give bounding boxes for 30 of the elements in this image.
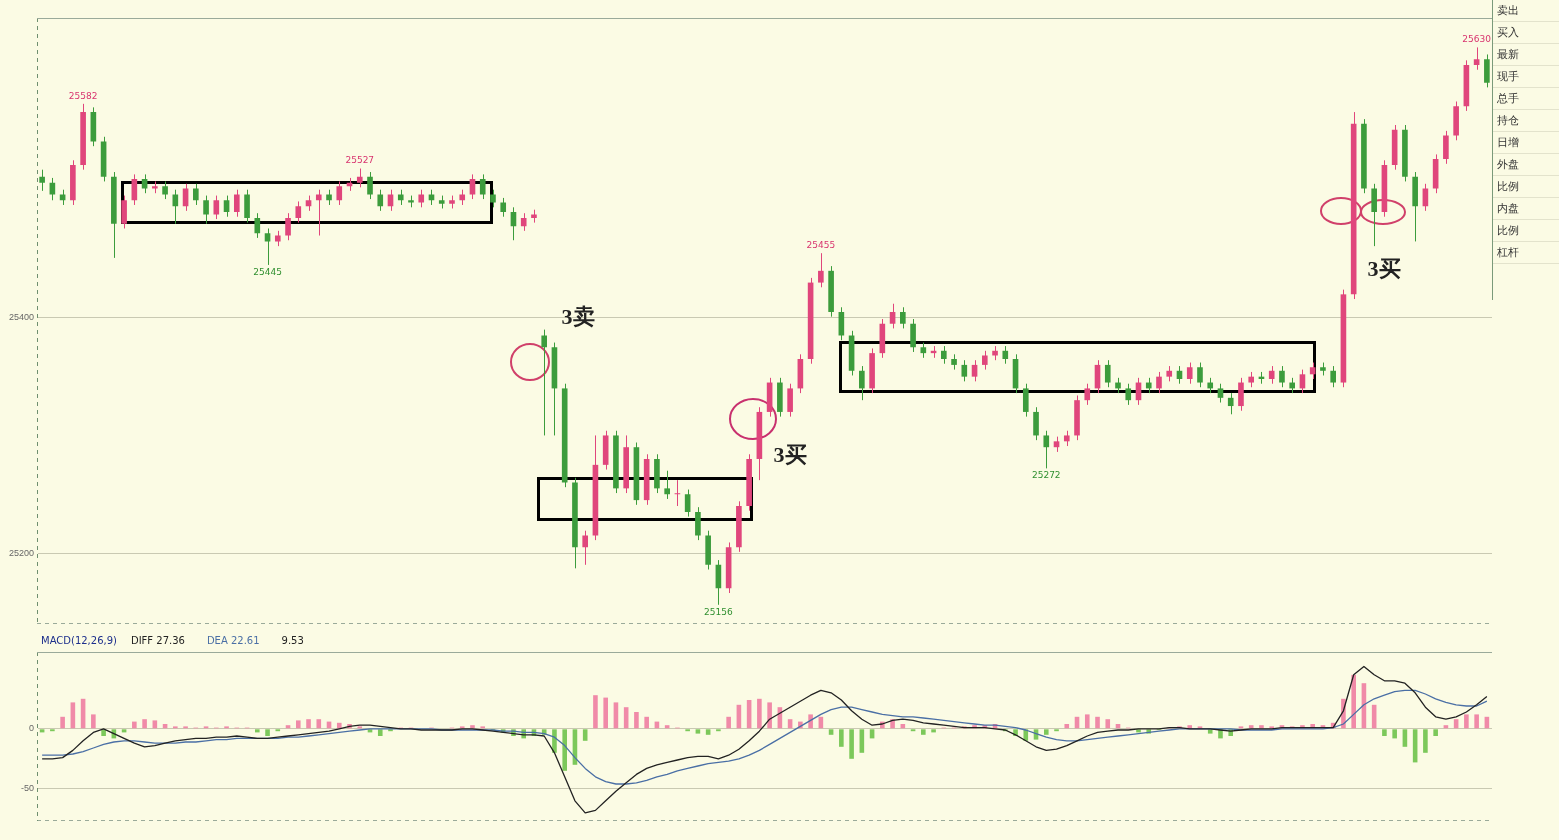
annotation: 25445 [253, 266, 282, 277]
text: 总手 [1493, 88, 1559, 110]
text: 日增 [1493, 132, 1559, 154]
text: 比例 [1493, 176, 1559, 198]
annotation: 25455 [806, 240, 836, 251]
text: 持仓 [1493, 110, 1559, 132]
text: DIFF 27.36 [130, 634, 185, 646]
text: 最新 [1493, 44, 1559, 66]
annotation: 3卖 [561, 303, 595, 329]
text: 现手 [1493, 66, 1559, 88]
annotation: 25527 [345, 155, 375, 166]
y-tick-label: 0 [28, 723, 34, 734]
chart-title: MACD(12,26,9) [41, 634, 118, 646]
annotation: 25630 [1462, 34, 1492, 45]
text: 买入 [1493, 22, 1559, 44]
text: 比例 [1493, 220, 1559, 242]
text: DEA 22.61 [206, 634, 260, 646]
text: 内盘 [1493, 198, 1559, 220]
text: 9.53 [281, 634, 304, 646]
text: 卖出 [1493, 0, 1559, 22]
annotation: 25272 [1031, 470, 1061, 481]
y-tick-label: -50 [20, 783, 34, 794]
y-tick-label: 25400 [8, 312, 34, 323]
y-tick-label: 25200 [8, 547, 34, 558]
annotation: 3买 [1367, 255, 1401, 281]
annotation: 25156 [704, 606, 733, 617]
text: 杠杆 [1493, 242, 1559, 264]
text: 外盘 [1493, 154, 1559, 176]
annotation: 25582 [68, 90, 98, 101]
annotation: 3买 [773, 441, 807, 467]
